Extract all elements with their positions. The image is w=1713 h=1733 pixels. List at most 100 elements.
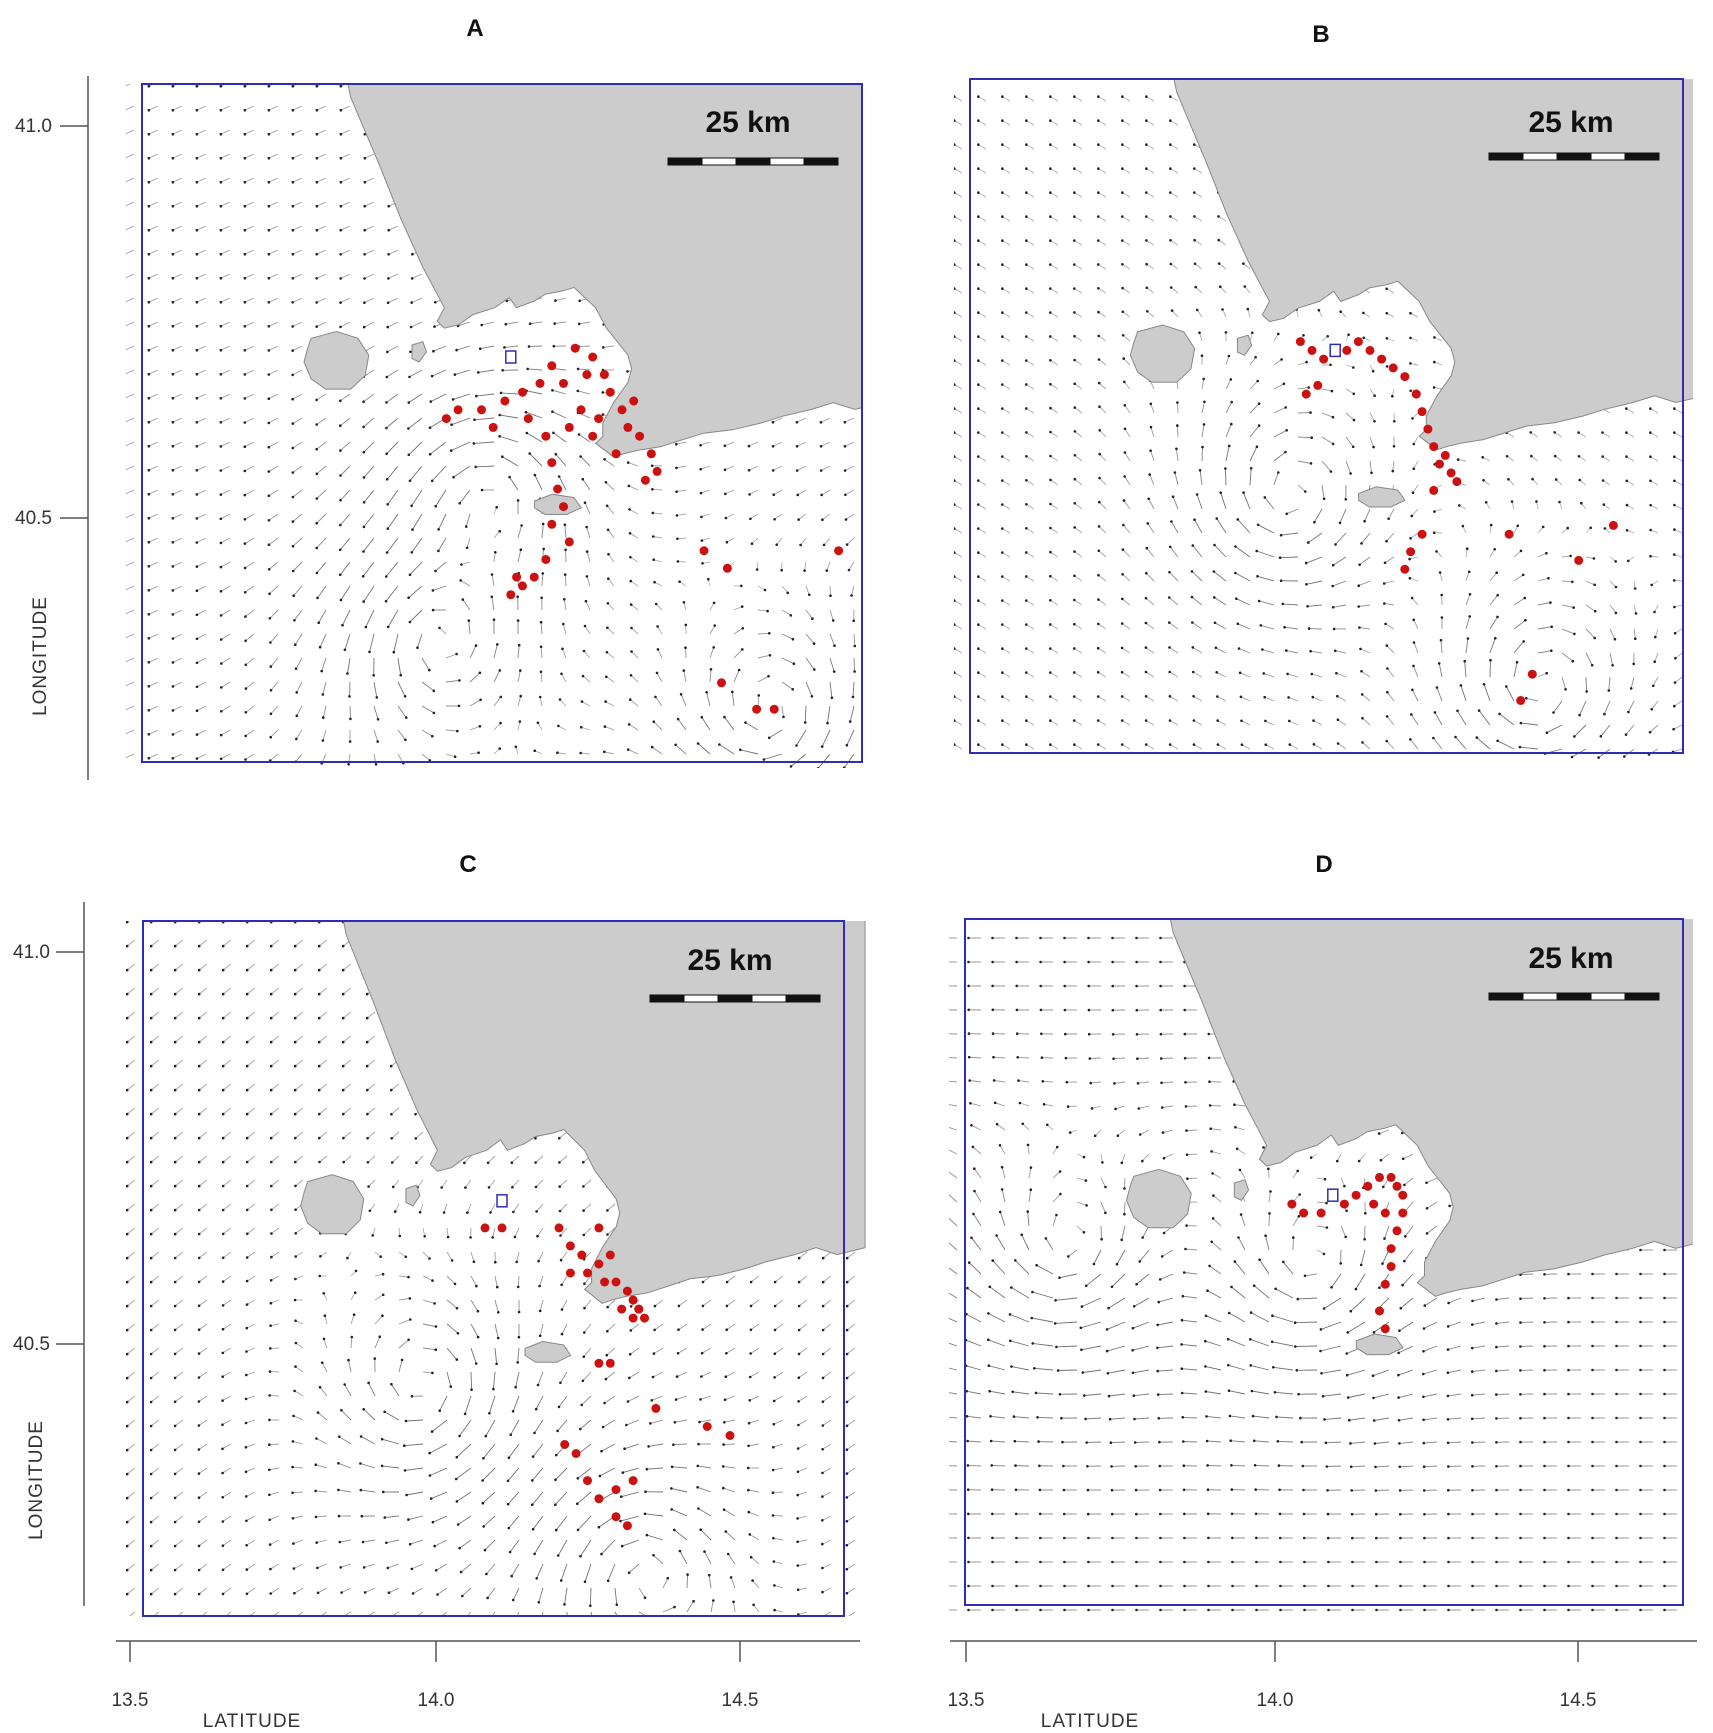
- current-arrow: [798, 1251, 808, 1259]
- current-arrow: [469, 725, 481, 731]
- panel-label-c: C: [459, 851, 476, 878]
- current-arrow: [1217, 696, 1227, 702]
- current-arrow: [585, 601, 591, 611]
- current-arrow: [1002, 288, 1011, 294]
- current-arrow-head: [1383, 602, 1386, 605]
- current-arrow-head: [362, 425, 365, 429]
- current-arrow: [820, 417, 831, 423]
- current-arrow: [1455, 736, 1467, 750]
- current-arrow-head: [954, 359, 956, 362]
- current-arrow-head: [514, 1385, 517, 1389]
- current-arrow: [295, 753, 303, 763]
- current-arrow-head: [1001, 743, 1004, 746]
- current-arrow: [475, 465, 495, 468]
- current-arrow-head: [1263, 496, 1267, 499]
- current-arrow: [126, 273, 135, 279]
- current-arrow: [733, 627, 744, 635]
- current-arrow-head: [1195, 308, 1199, 312]
- current-arrow-head: [772, 493, 775, 497]
- current-arrow: [148, 753, 159, 759]
- current-arrow: [292, 369, 303, 376]
- current-arrow: [446, 1323, 459, 1334]
- particle: [1301, 389, 1311, 399]
- current-arrow: [270, 1275, 280, 1281]
- current-arrow: [457, 321, 471, 327]
- current-arrow: [1650, 73, 1658, 77]
- current-arrow: [421, 753, 431, 761]
- current-arrow: [1465, 571, 1470, 582]
- current-arrow: [798, 1299, 808, 1307]
- current-arrow-head: [125, 1328, 129, 1332]
- current-arrow: [316, 249, 327, 255]
- current-arrow-head: [219, 733, 223, 737]
- current-arrow-head: [245, 1040, 249, 1044]
- current-arrow-head: [773, 1328, 777, 1332]
- current-arrow-head: [1148, 473, 1151, 476]
- current-arrow-head: [269, 641, 272, 644]
- current-arrow-head: [582, 1185, 585, 1188]
- current-arrow-head: [601, 391, 605, 394]
- current-arrow: [363, 417, 375, 428]
- current-arrow: [978, 432, 987, 438]
- current-arrow-head: [341, 992, 345, 996]
- current-arrow: [1359, 556, 1371, 566]
- current-arrow: [1489, 549, 1496, 558]
- current-arrow-head: [675, 514, 679, 517]
- current-arrow-head: [270, 1184, 273, 1188]
- current-arrow-head: [723, 1398, 727, 1401]
- current-arrow: [541, 573, 544, 587]
- current-arrow-head: [147, 685, 151, 688]
- current-arrow: [1602, 456, 1611, 462]
- current-arrow: [768, 729, 783, 739]
- current-arrow: [1050, 624, 1059, 630]
- current-arrow-head: [147, 565, 151, 568]
- current-arrow: [798, 1323, 808, 1331]
- current-arrow: [220, 297, 231, 303]
- current-arrow-head: [366, 1161, 370, 1164]
- current-arrow-head: [1121, 119, 1124, 122]
- current-arrow-head: [1169, 286, 1173, 289]
- current-arrow: [222, 963, 232, 971]
- current-arrow-head: [1673, 704, 1676, 708]
- current-arrow-head: [797, 1256, 801, 1260]
- current-arrow-head: [558, 1185, 561, 1188]
- current-arrow-head: [725, 1328, 728, 1331]
- current-arrow: [1257, 575, 1275, 582]
- current-arrow-head: [381, 1314, 384, 1317]
- current-arrow: [246, 1107, 256, 1115]
- current-arrow: [1026, 192, 1035, 198]
- current-arrow: [492, 1371, 496, 1390]
- current-arrow-head: [1386, 690, 1389, 694]
- current-arrow: [172, 537, 183, 543]
- current-arrow: [1244, 286, 1251, 294]
- current-arrow-head: [1625, 479, 1629, 483]
- current-arrow: [394, 1203, 400, 1212]
- current-arrow-head: [701, 1280, 705, 1284]
- current-arrow: [978, 696, 987, 702]
- current-arrow-head: [725, 1280, 729, 1284]
- current-arrow: [463, 1155, 472, 1164]
- current-arrow: [391, 1083, 400, 1091]
- current-arrow-head: [1120, 743, 1124, 746]
- current-arrow-head: [605, 1353, 609, 1357]
- current-arrow: [494, 1347, 498, 1364]
- current-arrow-head: [653, 1328, 656, 1332]
- current-arrow: [362, 561, 375, 577]
- current-arrow: [954, 528, 963, 534]
- current-arrow-head: [269, 1064, 273, 1068]
- current-arrow: [1674, 408, 1683, 414]
- current-arrow: [848, 561, 855, 571]
- current-arrow: [196, 393, 207, 399]
- current-arrow: [126, 393, 135, 399]
- current-arrow: [340, 105, 351, 111]
- current-arrow: [295, 1320, 304, 1325]
- current-arrow: [724, 465, 735, 471]
- current-arrow: [1362, 742, 1371, 750]
- current-arrow: [1026, 744, 1035, 750]
- current-arrow: [772, 441, 783, 447]
- current-arrow: [530, 321, 543, 325]
- current-arrow: [1608, 676, 1611, 691]
- current-arrow-head: [1494, 636, 1497, 640]
- current-arrow-head: [675, 466, 678, 470]
- current-arrow-head: [816, 767, 820, 768]
